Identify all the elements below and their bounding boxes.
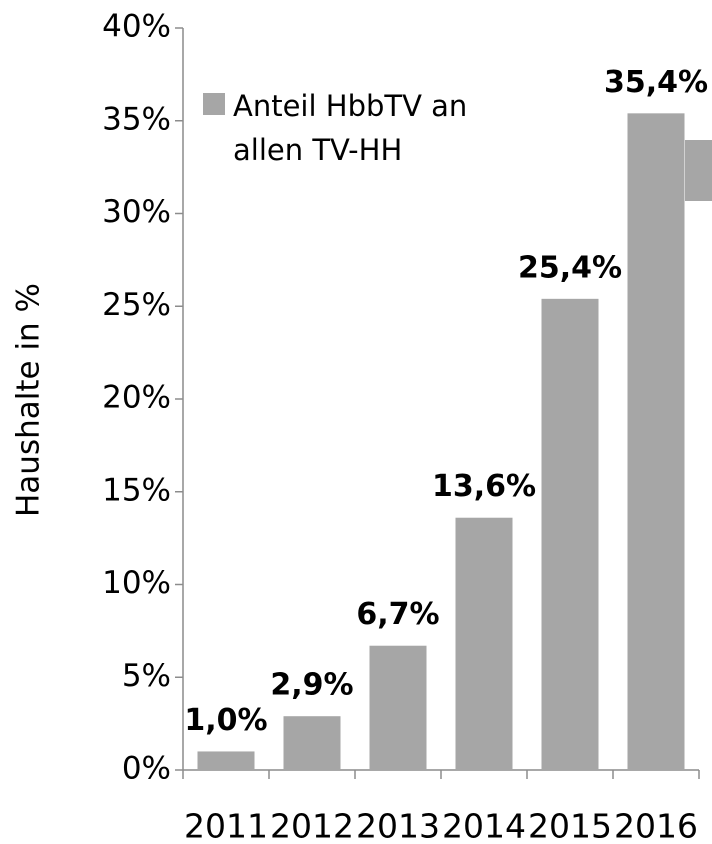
y-tick-label: 10% [102,565,171,601]
clipped-shape [685,140,712,201]
value-label: 25,4% [518,250,622,285]
y-tick-label: 40% [102,9,171,45]
y-tick-label: 0% [122,751,171,787]
bar [455,517,513,770]
value-label: 6,7% [356,597,439,632]
bar [369,645,427,770]
y-tick-label: 15% [102,472,171,508]
x-tick-label: 2014 [442,807,526,844]
x-tick-label: 2015 [528,807,612,844]
x-tick-label: 2011 [184,807,268,844]
x-tick-label: 2012 [270,807,354,844]
bar [283,716,341,770]
y-tick-label: 30% [102,194,171,230]
value-label: 13,6% [432,469,536,504]
x-tick-label: 2016 [614,807,698,844]
bar [197,751,255,770]
bar [541,298,599,770]
value-label: 2,9% [270,668,353,703]
legend-swatch [203,93,225,115]
value-label: 1,0% [184,703,267,738]
y-tick-label: 20% [102,380,171,416]
y-tick-label: 5% [122,658,171,694]
x-tick-label: 2013 [356,807,440,844]
y-tick-label: 25% [102,287,171,323]
value-label: 35,4% [604,65,708,100]
y-tick-label: 35% [102,101,171,137]
y-axis-title: Haushalte in % [11,283,47,517]
legend-label: Anteil HbbTV an allen TV-HH [233,89,468,167]
bar [627,113,685,770]
